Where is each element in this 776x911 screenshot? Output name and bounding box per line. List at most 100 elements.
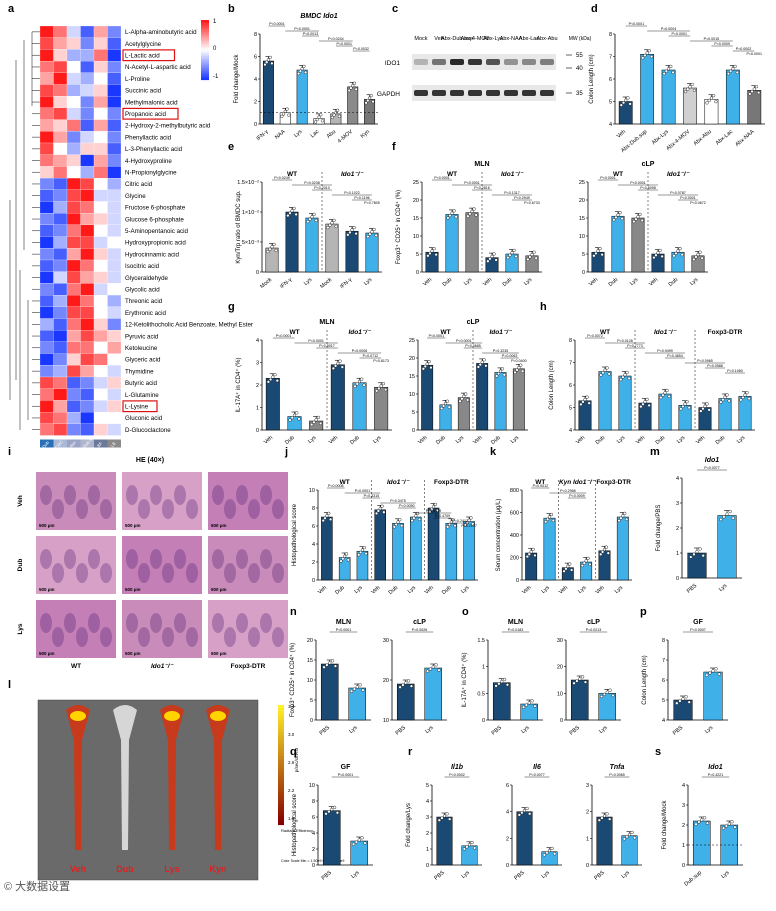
data-point [692, 257, 696, 261]
heat-cell [93, 306, 108, 319]
heat-cell [93, 400, 108, 413]
heat-cell [93, 330, 108, 343]
tissue-texture [174, 549, 186, 569]
blot-band [450, 90, 464, 96]
chart-title: GF [693, 619, 703, 626]
heat-cell [39, 189, 54, 202]
x-tick-label: Dub [435, 435, 447, 446]
mw-value: 40 [576, 66, 583, 72]
data-point [669, 64, 673, 68]
colorbar-step [201, 65, 209, 67]
data-point [717, 672, 721, 676]
data-point [551, 518, 555, 523]
scale-bar-label: 500 μm [39, 523, 55, 528]
data-point [462, 394, 466, 398]
y-tick-label: 8 [312, 506, 315, 512]
heat-cell [80, 365, 95, 378]
scale-step [278, 792, 284, 796]
tissue-texture [162, 563, 174, 583]
data-point [297, 71, 301, 76]
tissue-texture [138, 563, 150, 583]
data-point [349, 689, 354, 693]
data-point [290, 416, 294, 420]
data-point [270, 245, 274, 249]
heat-cell [80, 49, 95, 62]
y-tick-label: 0 [506, 863, 509, 869]
heat-cell [39, 295, 54, 307]
data-point [343, 554, 347, 558]
data-point [344, 552, 349, 556]
y-tick-label: 2 [586, 810, 589, 816]
tissue-texture [186, 499, 198, 519]
x-tick-label: Veh [472, 435, 483, 446]
data-point [310, 215, 314, 219]
heatmap-panel: L-Alpha-aminobutyric acid Acetylglycine L-… [9, 19, 253, 455]
data-point [534, 256, 538, 260]
data-point [432, 247, 436, 251]
data-point [446, 525, 450, 529]
heat-cell [53, 295, 68, 307]
heat-cell [93, 236, 108, 249]
data-point [727, 822, 731, 826]
colorbar-step [201, 75, 209, 78]
data-point [643, 400, 647, 404]
data-point [292, 206, 296, 210]
data-point [423, 364, 427, 368]
heat-cell [53, 236, 68, 249]
tissue-texture [212, 485, 224, 505]
data-point [626, 96, 630, 100]
data-point [366, 98, 370, 103]
heat-cell [107, 412, 122, 424]
colorbar-step [201, 23, 209, 25]
heat-row-label: D-Glucoclactone [125, 427, 171, 434]
x-tick-label: Lys [629, 277, 639, 287]
heat-row-label: Glucose 6-phosphate [125, 216, 184, 223]
data-point [488, 257, 492, 261]
x-tick-label: Lys [523, 277, 533, 287]
scale-bar-label: 500 μm [39, 587, 55, 592]
data-point [578, 677, 582, 681]
data-point [701, 407, 705, 411]
x-tick-label: Abx-Lys [651, 129, 670, 146]
data-point [451, 518, 455, 522]
histology-row-label: Veh [17, 495, 24, 507]
heat-cell [80, 400, 95, 413]
p-value: P=0.9499 [657, 349, 673, 353]
scale-step [278, 813, 284, 817]
data-point [602, 547, 607, 552]
y-axis-label: Fold change/Mock [234, 53, 240, 103]
colorbar-step [201, 32, 209, 34]
p-value: P=0.0012 [533, 484, 549, 488]
data-point [429, 366, 433, 370]
data-point [725, 512, 729, 516]
scale-bar-label: 500 μm [211, 523, 227, 528]
heat-cell [93, 283, 108, 296]
y-axis-label: Foxp3⁺ CD25⁺ in CD4⁺ (%) [289, 643, 296, 717]
data-point [466, 214, 470, 218]
scale-step [278, 735, 284, 739]
heat-cell [80, 259, 95, 272]
blot-lane-label: Abx-4-MOV [461, 36, 490, 42]
data-point [672, 254, 676, 258]
data-point [572, 681, 576, 685]
chart-p: GF 4 5 6 7 8 Colon Length (cm) PBS Lys P=0.0007 [642, 619, 728, 737]
scale-step [278, 756, 284, 760]
dendrogram [9, 31, 40, 430]
tissue-texture [212, 613, 224, 633]
scale-step [278, 801, 284, 805]
heat-row-label: L-Lysine [125, 403, 149, 410]
x-tick-label: Veh [648, 277, 659, 288]
data-point [433, 502, 437, 506]
panel-letter-s: s [655, 746, 661, 758]
p-value: P=0.0015 [704, 37, 720, 41]
heat-cell [39, 248, 54, 261]
data-point [328, 223, 332, 227]
heat-row-label: L-Lactic acid [125, 52, 160, 59]
data-point [647, 49, 651, 53]
tissue-texture [100, 563, 112, 583]
data-point [527, 701, 531, 705]
bar [512, 368, 525, 431]
x-tick-label: Lys [363, 277, 373, 287]
data-point [640, 218, 644, 222]
